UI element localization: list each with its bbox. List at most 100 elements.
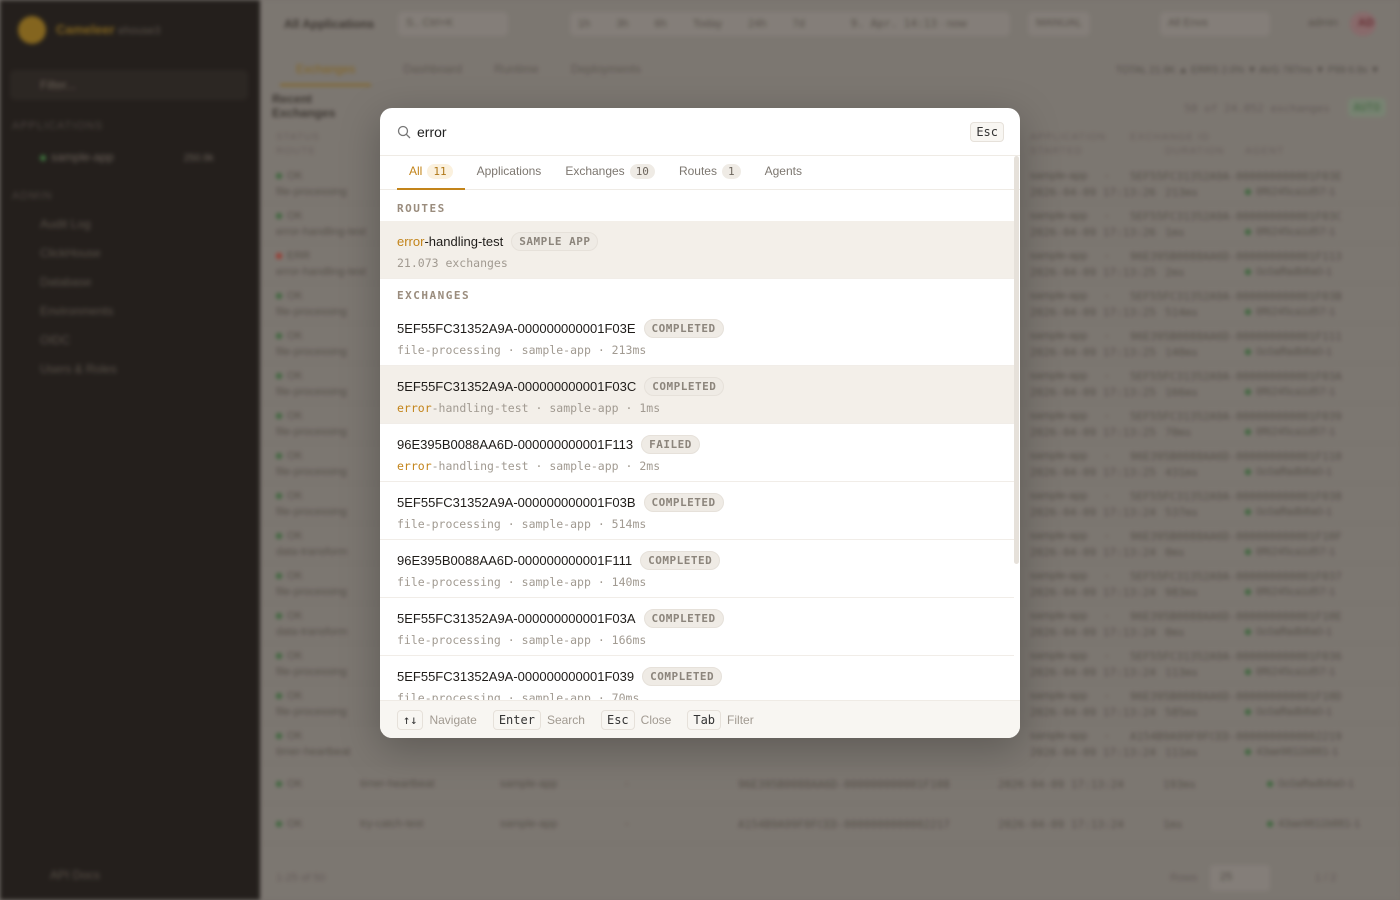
cell-started: 2026-04-09 17:13:25 xyxy=(1030,306,1156,319)
tab-deployments[interactable]: Deployments xyxy=(570,62,641,76)
manual-button[interactable]: MANUAL xyxy=(1028,12,1090,36)
exchange-result[interactable]: 5EF55FC31352A9A-000000000001F03E COMPLETE… xyxy=(380,308,1014,366)
scope-selector[interactable]: All Applications xyxy=(284,17,375,31)
palette-tab-all[interactable]: All 11 xyxy=(397,156,465,190)
avatar[interactable]: AD xyxy=(1350,12,1376,36)
auto-refresh-badge[interactable]: AUTO xyxy=(1347,98,1386,117)
tab-label: Routes xyxy=(678,164,717,178)
tab-exchanges[interactable]: Exchanges xyxy=(280,56,372,86)
sidebar-filter-input[interactable]: Filter... xyxy=(10,70,248,100)
table-row[interactable]: OK timer-heartbeat sample-app - A154B9A99F0F… xyxy=(260,724,1400,764)
exchange-meta: file-processing · sample-app · 213ms xyxy=(397,343,647,357)
cell-started: 2026-04-09 17:13:24 xyxy=(1030,626,1156,639)
palette-tab-applications[interactable]: Applications xyxy=(465,156,554,190)
palette-tab-agents[interactable]: Agents xyxy=(753,156,814,190)
cell-exchange-id: 5EF55FC31352A9A-000000000001F03B xyxy=(1130,290,1342,303)
palette-tab-exchanges[interactable]: Exchanges 10 xyxy=(553,156,667,190)
time-button[interactable]: 7d xyxy=(792,18,805,30)
cell-app: sample-app xyxy=(1030,330,1088,342)
rows-select[interactable]: 25 xyxy=(1210,865,1270,891)
exchange-result[interactable]: 5EF55FC31352A9A-000000000001F039 COMPLETE… xyxy=(380,656,1014,700)
column-header[interactable]: STATUS xyxy=(276,132,320,143)
cell-duration: 140ms xyxy=(1165,346,1199,359)
exchange-result[interactable]: 96E395B0088AA6D-000000000001F111 COMPLETE… xyxy=(380,540,1014,598)
status-dot-icon xyxy=(276,573,282,579)
cell-status: ERR xyxy=(276,250,310,262)
sidebar-admin-item[interactable]: Audit Log xyxy=(40,217,91,231)
time-button[interactable]: 24h xyxy=(748,18,767,30)
applications-section[interactable]: APPLICATIONS xyxy=(12,120,104,132)
palette-search-input[interactable]: error xyxy=(417,124,447,140)
key-cap: Enter xyxy=(492,709,541,730)
cell-exchange-id: 5EF55FC31352A9A-000000000001F036 xyxy=(1130,650,1342,663)
cell-attr: - xyxy=(1105,370,1109,382)
cell-status: OK xyxy=(276,490,303,502)
sidebar-admin-item[interactable]: OIDC xyxy=(40,333,70,347)
sidebar-admin-item[interactable]: Database xyxy=(40,275,92,289)
scrollbar[interactable] xyxy=(1014,156,1019,564)
exchange-result[interactable]: 5EF55FC31352A9A-000000000001F03B COMPLETE… xyxy=(380,482,1014,540)
table-row[interactable]: OK file-processing sample-app - 5EF55FC31352… xyxy=(260,644,1400,684)
cell-started: 2026-04-09 17:13:24 xyxy=(1030,706,1156,719)
exchange-result[interactable]: 5EF55FC31352A9A-000000000001F03A COMPLETE… xyxy=(380,598,1014,656)
cell-started: 2026-04-09 17:13:24 xyxy=(1030,746,1156,759)
time-range-bar: 1h 3h 6h Today 24h 7d 9. Apr. 14:13 · now xyxy=(570,12,1010,36)
status-badge: COMPLETED xyxy=(643,608,724,628)
sidebar-app-item[interactable]: sample-app 250.9k xyxy=(40,150,214,164)
time-button[interactable]: 3h xyxy=(616,18,629,30)
cell-duration: 213ms xyxy=(1165,186,1199,199)
admin-section[interactable]: ADMIN xyxy=(12,190,53,202)
cell-status: OK xyxy=(276,610,303,622)
cell-route: data-transform xyxy=(276,626,348,638)
column-header[interactable]: STARTED xyxy=(1030,146,1083,157)
esc-button[interactable]: Esc xyxy=(970,122,1004,142)
route-name: file-processing xyxy=(397,691,501,700)
exchange-id: 5EF55FC31352A9A-000000000001F039 xyxy=(397,668,635,684)
table-row[interactable]: OK file-processing sample-app - 5EF55FC31352… xyxy=(260,284,1400,324)
time-range-end[interactable]: now xyxy=(946,18,967,30)
column-header[interactable]: ROUTE xyxy=(276,146,316,157)
shortcut-hint: Enter Search xyxy=(492,709,585,730)
tab-runtime[interactable]: Runtime xyxy=(494,62,539,76)
cell-started: 2026-04-09 17:13:25 xyxy=(1030,466,1156,479)
tab-label: Exchanges xyxy=(565,164,625,178)
cell-route: file-processing xyxy=(276,706,347,718)
column-header[interactable]: AGENT xyxy=(1245,146,1285,157)
command-palette: error Esc All 11 Applications Exchanges 10 Ro… xyxy=(380,108,1020,738)
route-name: -handling-test xyxy=(431,459,529,473)
sidebar-admin-item[interactable]: Environments xyxy=(40,304,114,318)
route-result[interactable]: error-handling-test SAMPLE APP 21.073 exc… xyxy=(380,221,1014,279)
table-row[interactable]: OK timer-heartbeat sample-app - 96E395B0088A… xyxy=(260,764,1400,804)
exchange-result[interactable]: 96E395B0088AA6D-000000000001F113 FAILED er… xyxy=(380,424,1014,482)
cell-duration: 983ms xyxy=(1165,586,1199,599)
column-header[interactable]: DURATION xyxy=(1165,146,1225,157)
sidebar-admin-item[interactable]: ClickHouse xyxy=(40,246,101,260)
table-row[interactable]: OK file-processing sample-app - 5EF55FC31352… xyxy=(260,564,1400,604)
status-dot-icon xyxy=(276,293,282,299)
cell-status: OK xyxy=(276,330,303,342)
api-docs-link[interactable]: API Docs xyxy=(50,868,101,882)
cell-status: OK xyxy=(276,530,303,542)
logo-icon xyxy=(18,16,46,44)
cell-agent: 0c0affadb8a0-1 xyxy=(1267,778,1354,790)
cell-agent: 0c0affadb8a0-1 xyxy=(1245,266,1332,278)
global-search[interactable]: S.. Ctrl+K xyxy=(398,12,508,36)
time-button[interactable]: 6h xyxy=(654,18,667,30)
time-button[interactable]: Today xyxy=(692,18,723,30)
column-header[interactable]: APPLICATION xyxy=(1030,132,1107,143)
cell-attr: - xyxy=(1105,410,1109,422)
shortcut-label: Close xyxy=(640,712,672,727)
env-select[interactable]: All Envs xyxy=(1160,12,1270,36)
table-row[interactable]: OK file-processing sample-app - 5EF55FC31352… xyxy=(260,364,1400,404)
cell-started: 2026-04-09 17:13:24 xyxy=(998,778,1124,791)
time-range-start[interactable]: 9. Apr. 14:13 xyxy=(850,17,937,30)
brand-name: Cameleer xyxy=(56,22,115,37)
time-button[interactable]: 1h xyxy=(578,18,591,30)
column-header[interactable]: EXCHANGE ID xyxy=(1130,132,1210,143)
palette-tab-routes[interactable]: Routes 1 xyxy=(667,156,753,190)
sidebar-admin-item[interactable]: Users & Roles xyxy=(40,362,117,376)
section-title: Recent Exchanges xyxy=(272,92,336,120)
table-row[interactable]: OK try-catch-test sample-app - A154B9A99F0FC… xyxy=(260,804,1400,844)
exchange-result[interactable]: 5EF55FC31352A9A-000000000001F03C COMPLETE… xyxy=(380,366,1014,424)
tab-dashboard[interactable]: Dashboard xyxy=(403,62,463,76)
